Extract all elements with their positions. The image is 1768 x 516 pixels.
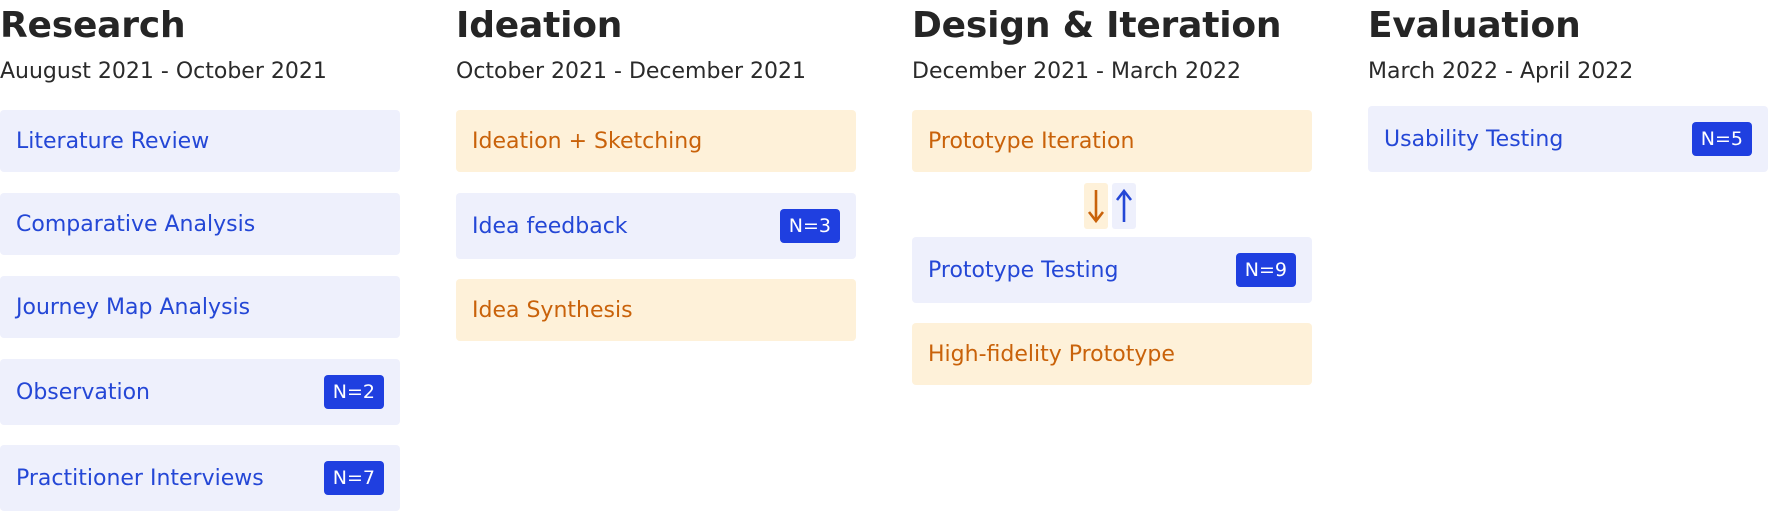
card-ideation-sketching[interactable]: Ideation + Sketching <box>456 110 856 172</box>
card-idea-feedback[interactable]: Idea feedback N=3 <box>456 193 856 259</box>
arrow-down-icon <box>1084 183 1108 229</box>
participant-count-badge: N=3 <box>779 209 840 243</box>
card-label: Journey Map Analysis <box>16 294 251 320</box>
card-label: Practitioner Interviews <box>16 465 264 491</box>
phase-title: Research <box>0 5 186 46</box>
phase-dates: December 2021 - March 2022 <box>912 59 1242 84</box>
phase-evaluation: Evaluation March 2022 - April 2022 Usabi… <box>1368 0 1768 172</box>
card-idea-synthesis[interactable]: Idea Synthesis <box>456 279 856 341</box>
card-practitioner-interviews[interactable]: Practitioner Interviews N=7 <box>0 445 400 511</box>
card-label: High-fidelity Prototype <box>928 341 1175 367</box>
participant-count-badge: N=7 <box>323 461 384 495</box>
card-observation[interactable]: Observation N=2 <box>0 359 400 425</box>
participant-count-badge: N=9 <box>1235 253 1296 287</box>
iteration-loop-arrows <box>1084 183 1136 229</box>
card-label: Ideation + Sketching <box>472 128 703 154</box>
phase-title: Evaluation <box>1368 5 1581 46</box>
card-prototype-testing[interactable]: Prototype Testing N=9 <box>912 237 1312 303</box>
phase-title: Design & Iteration <box>912 5 1282 46</box>
phase-dates: October 2021 - December 2021 <box>456 59 807 84</box>
phase-research: Research Auugust 2021 - October 2021 Lit… <box>0 0 400 511</box>
arrow-up-icon <box>1112 183 1136 229</box>
phase-dates: Auugust 2021 - October 2021 <box>0 59 327 84</box>
phase-dates: March 2022 - April 2022 <box>1368 59 1634 84</box>
card-label: Literature Review <box>16 128 210 154</box>
card-comparative-analysis[interactable]: Comparative Analysis <box>0 193 400 255</box>
card-label: Prototype Iteration <box>928 128 1135 154</box>
card-label: Observation <box>16 379 150 405</box>
card-journey-map-analysis[interactable]: Journey Map Analysis <box>0 276 400 338</box>
card-label: Comparative Analysis <box>16 211 256 237</box>
card-usability-testing[interactable]: Usability Testing N=5 <box>1368 106 1768 172</box>
phase-design-iteration: Design & Iteration December 2021 - March… <box>912 0 1312 385</box>
card-prototype-iteration[interactable]: Prototype Iteration <box>912 110 1312 172</box>
card-literature-review[interactable]: Literature Review <box>0 110 400 172</box>
card-high-fidelity-prototype[interactable]: High-fidelity Prototype <box>912 323 1312 385</box>
participant-count-badge: N=2 <box>323 375 384 409</box>
card-label: Prototype Testing <box>928 257 1119 283</box>
card-label: Idea feedback <box>472 213 628 239</box>
phase-ideation: Ideation October 2021 - December 2021 Id… <box>456 0 856 341</box>
participant-count-badge: N=5 <box>1691 122 1752 156</box>
card-label: Usability Testing <box>1384 126 1564 152</box>
phase-title: Ideation <box>456 5 623 46</box>
card-label: Idea Synthesis <box>472 297 633 323</box>
